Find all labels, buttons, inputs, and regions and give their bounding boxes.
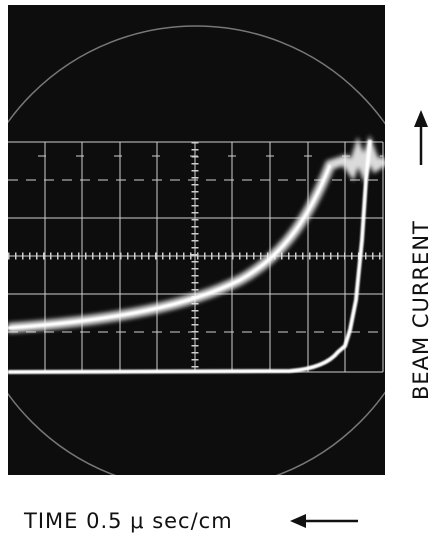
crt-edge [8, 25, 385, 475]
oscilloscope-photo [8, 5, 385, 475]
x-axis-arrow [290, 514, 358, 528]
traces [8, 135, 385, 374]
lower-trace [8, 139, 372, 374]
y-axis-arrow [414, 110, 428, 165]
upper-trace-core [8, 164, 332, 330]
x-axis-label: TIME 0.5 μ sec/cm [23, 509, 233, 533]
y-axis-label: BEAM CURRENT [409, 220, 433, 400]
graticule [8, 141, 384, 373]
